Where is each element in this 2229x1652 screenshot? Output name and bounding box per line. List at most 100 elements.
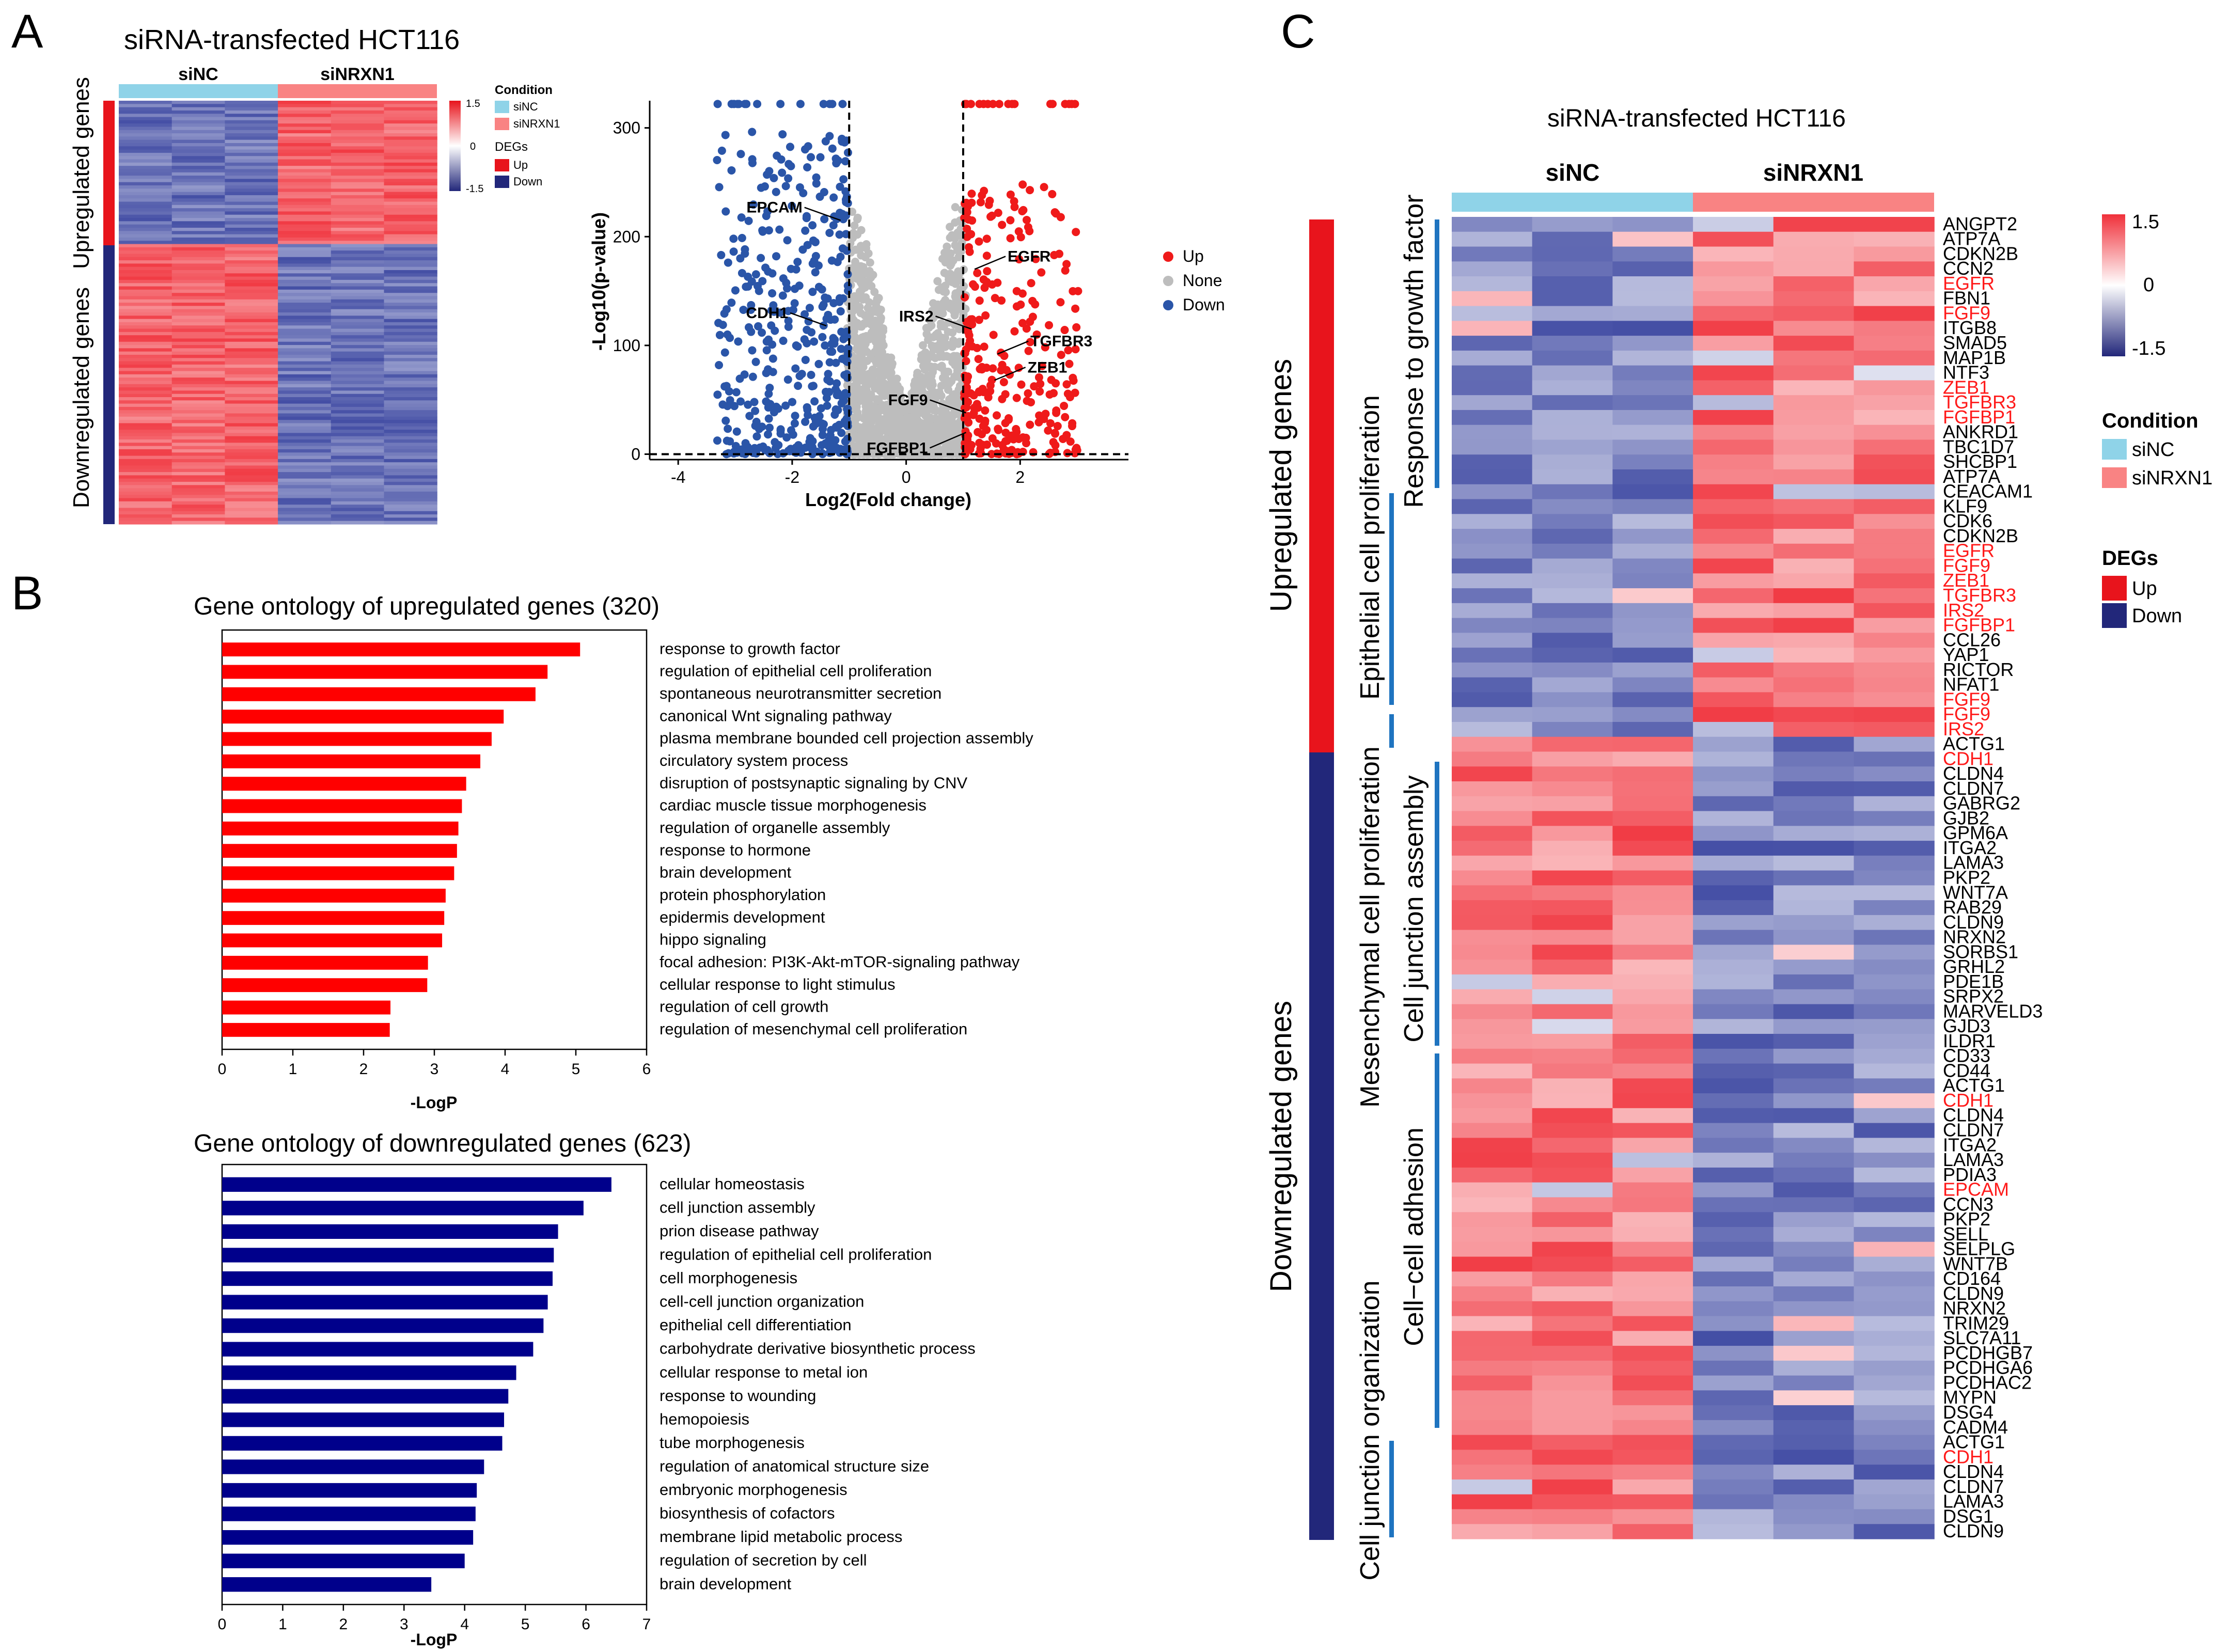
heatmap-a-cell [171,498,225,502]
heatmap-c-cell [1693,1226,1774,1242]
heatmap-a-cell [278,303,332,306]
heatmap-a-cell [331,247,385,251]
heatmap-a-cell [171,328,225,333]
volcano-point-none [860,432,869,440]
heatmap-a-cell [225,316,278,320]
siNRXN1-label-a: siNRXN1 [320,65,395,84]
heatmap-a-cell [384,254,437,258]
heatmap-a-cells [119,101,437,525]
volcano-point-down [799,189,808,198]
heatmap-a-cell [119,204,172,209]
heatmap-a-cell [331,364,385,368]
heatmap-c-cell [1452,395,1533,411]
volcano-point-down [744,216,753,225]
heatmap-a-cell [225,211,278,215]
heatmap-c-cell [1773,424,1855,440]
volcano-point-down [770,174,778,182]
heatmap-c-cell [1452,1256,1533,1272]
heatmap-c-cell [1612,514,1693,529]
volcano-point-none [905,398,914,407]
heatmap-a-cell [119,436,172,440]
volcano-threshold-lines [650,101,1128,460]
volcano-point-none [858,333,867,342]
heatmap-c-cell [1612,736,1693,752]
gene-label: GPM6A [1943,822,2008,843]
heatmap-a-cell [119,198,172,202]
heatmap-c-cell [1854,217,1935,232]
volcano-point-up [1012,424,1021,433]
heatmap-c-cell [1532,692,1613,707]
heatmap-a-cell [384,416,437,420]
heatmap-c-cell [1693,1123,1774,1138]
heatmap-c-cell [1612,217,1693,232]
heatmap-a-cell [331,426,385,430]
heatmap-a-cell [119,309,172,313]
heatmap-c-cell [1452,484,1533,500]
volcano-point-down [814,359,823,368]
heatmap-c-cell [1854,1479,1935,1495]
heatmap-c-cell [1773,558,1855,574]
heatmap-a-cell [331,123,385,128]
heatmap-a-cell [384,517,437,522]
heatmap-a-cell [331,283,385,287]
heatmap-c-cell [1452,618,1533,633]
heatmap-a-cell [225,439,278,443]
heatmap-a-cell [278,439,332,443]
volcano-point-up [969,280,978,289]
heatmap-a-cell [171,341,225,345]
heatmap-a-cell [331,303,385,306]
volcano-point-down [742,282,750,291]
heatmap-c-cell [1693,276,1774,292]
heatmap-a-cell [225,208,278,212]
heatmap-a-cell [225,491,278,495]
heatmap-c-cell [1854,618,1935,633]
heatmap-a-cell [278,355,332,358]
heatmap-c-cell [1532,410,1613,426]
volcano-point-down [789,306,797,314]
siNRXN1-bar-a [278,84,437,98]
heatmap-a-cell [384,514,437,518]
heatmap-a-cell [225,139,278,144]
heatmap-c-cell [1612,573,1693,589]
volcano-point-none [855,347,864,355]
volcano-point-none [951,241,960,249]
heatmap-a-cell [278,247,332,251]
heatmap-a-cell [225,325,278,329]
heatmap-a-cell [119,355,172,358]
volcano-point-up [966,315,975,324]
heatmap-a-cell [331,368,385,372]
heatmap-c-cell [1854,1123,1935,1138]
heatmap-a-cell [331,241,385,245]
heatmap-c-cell [1773,707,1855,722]
volcano-point-none [891,435,900,444]
volcano-point-up [961,439,969,448]
heatmap-a-cell [331,250,385,255]
gene-label: NFAT1 [1943,674,1999,695]
heatmap-a-cell [384,488,437,492]
go-term-label: circulatory system process [660,751,848,769]
heatmap-a-cell [278,159,332,163]
volcano-point-none [884,427,893,435]
volcano-point-none [867,353,875,362]
gene-label: CD33 [1943,1045,1990,1066]
heatmap-a-cell [384,250,437,255]
heatmap-c-cell [1693,974,1774,990]
heatmap-a-cell [278,452,332,457]
heatmap-a-cell [331,169,385,173]
heatmap-a-cell [119,345,172,349]
heatmap-c-cell [1532,1316,1613,1331]
volcano-annot-label: EGFR [1008,248,1051,265]
heatmap-a-cell [331,508,385,512]
heatmap-c-cell [1773,930,1855,946]
heatmap-c-cell [1773,826,1855,841]
legend-down-swatch-a [495,176,509,188]
volcano-point-up [1071,345,1080,354]
heatmap-c-cell [1854,573,1935,589]
heatmap-a-cell [119,341,172,345]
heatmap-c-cell [1773,395,1855,411]
heatmap-a-cell [119,390,172,395]
heatmap-c-cell [1773,1034,1855,1049]
heatmap-a-cell [331,289,385,293]
heatmap-a-cell [119,478,172,482]
